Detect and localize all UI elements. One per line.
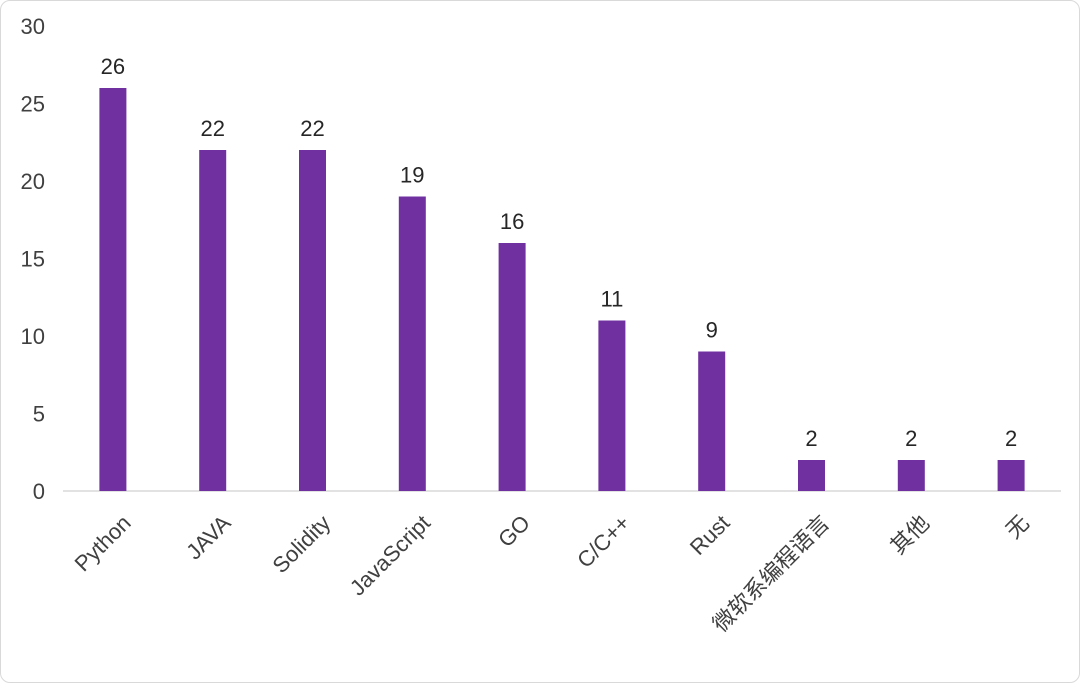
x-category-label: JAVA bbox=[181, 510, 236, 565]
x-category-label: C/C++ bbox=[572, 510, 635, 573]
bar bbox=[897, 460, 925, 491]
bar bbox=[398, 196, 426, 491]
bar bbox=[598, 320, 626, 491]
y-tick-label: 5 bbox=[33, 402, 45, 427]
bar-value-label: 2 bbox=[905, 426, 917, 451]
bar bbox=[498, 243, 526, 491]
bar-value-label: 2 bbox=[1005, 426, 1017, 451]
bar-value-label: 26 bbox=[101, 54, 125, 79]
y-axis-ticks: 0 5 10 15 20 25 30 bbox=[21, 14, 45, 504]
bar-value-label: 22 bbox=[200, 116, 224, 141]
x-category-label: JavaScript bbox=[345, 510, 435, 600]
y-tick-label: 25 bbox=[21, 92, 45, 117]
bar-value-label: 2 bbox=[805, 426, 817, 451]
bar bbox=[997, 460, 1025, 491]
x-category-label: GO bbox=[493, 510, 535, 552]
bar-value-label: 19 bbox=[400, 163, 424, 188]
y-tick-label: 30 bbox=[21, 14, 45, 39]
x-category-label: Rust bbox=[685, 510, 735, 560]
x-axis-category-labels: Python JAVA Solidity JavaScript GO C/C++ Rust微… bbox=[70, 510, 1034, 637]
x-category-label: Solidity bbox=[268, 510, 336, 578]
y-tick-label: 10 bbox=[21, 324, 45, 349]
bar-value-label: 11 bbox=[600, 287, 623, 312]
bar bbox=[698, 351, 726, 491]
bar bbox=[199, 150, 227, 491]
bars bbox=[99, 88, 1025, 491]
y-tick-label: 20 bbox=[21, 169, 45, 194]
bar bbox=[99, 88, 127, 491]
bar-value-label: 9 bbox=[706, 318, 718, 343]
bar-value-label: 22 bbox=[300, 116, 324, 141]
x-category-label: 其他 bbox=[885, 510, 934, 559]
bar bbox=[299, 150, 326, 491]
bar bbox=[798, 460, 825, 491]
y-tick-label: 15 bbox=[21, 247, 45, 272]
x-category-label: 无 bbox=[1001, 510, 1034, 543]
x-category-label: Python bbox=[70, 510, 136, 576]
bar-value-label: 16 bbox=[500, 209, 524, 234]
y-tick-label: 0 bbox=[33, 479, 45, 504]
